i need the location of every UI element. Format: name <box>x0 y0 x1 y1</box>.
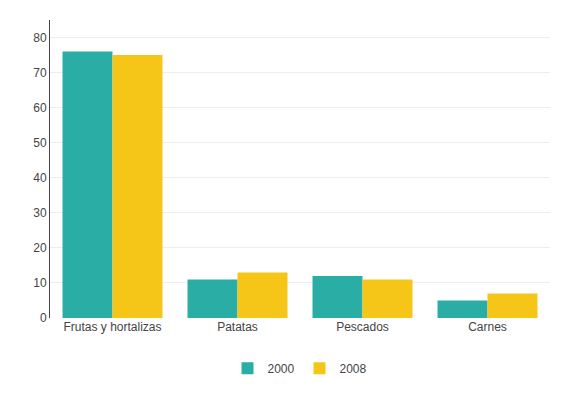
svg-text:70: 70 <box>33 66 47 80</box>
svg-text:50: 50 <box>33 136 47 150</box>
svg-text:0: 0 <box>40 311 47 325</box>
svg-text:20: 20 <box>33 241 47 255</box>
svg-text:Pescados: Pescados <box>336 320 389 334</box>
svg-text:60: 60 <box>33 101 47 115</box>
svg-text:Patatas: Patatas <box>217 320 258 334</box>
svg-text:Carnes: Carnes <box>468 320 507 334</box>
svg-text:10: 10 <box>33 276 47 290</box>
svg-text:Frutas y hortalizas: Frutas y hortalizas <box>63 320 161 334</box>
svg-text:30: 30 <box>33 206 47 220</box>
svg-text:2000: 2000 <box>268 362 295 376</box>
svg-text:80: 80 <box>33 31 47 45</box>
svg-text:2008: 2008 <box>340 362 367 376</box>
svg-text:40: 40 <box>33 171 47 185</box>
